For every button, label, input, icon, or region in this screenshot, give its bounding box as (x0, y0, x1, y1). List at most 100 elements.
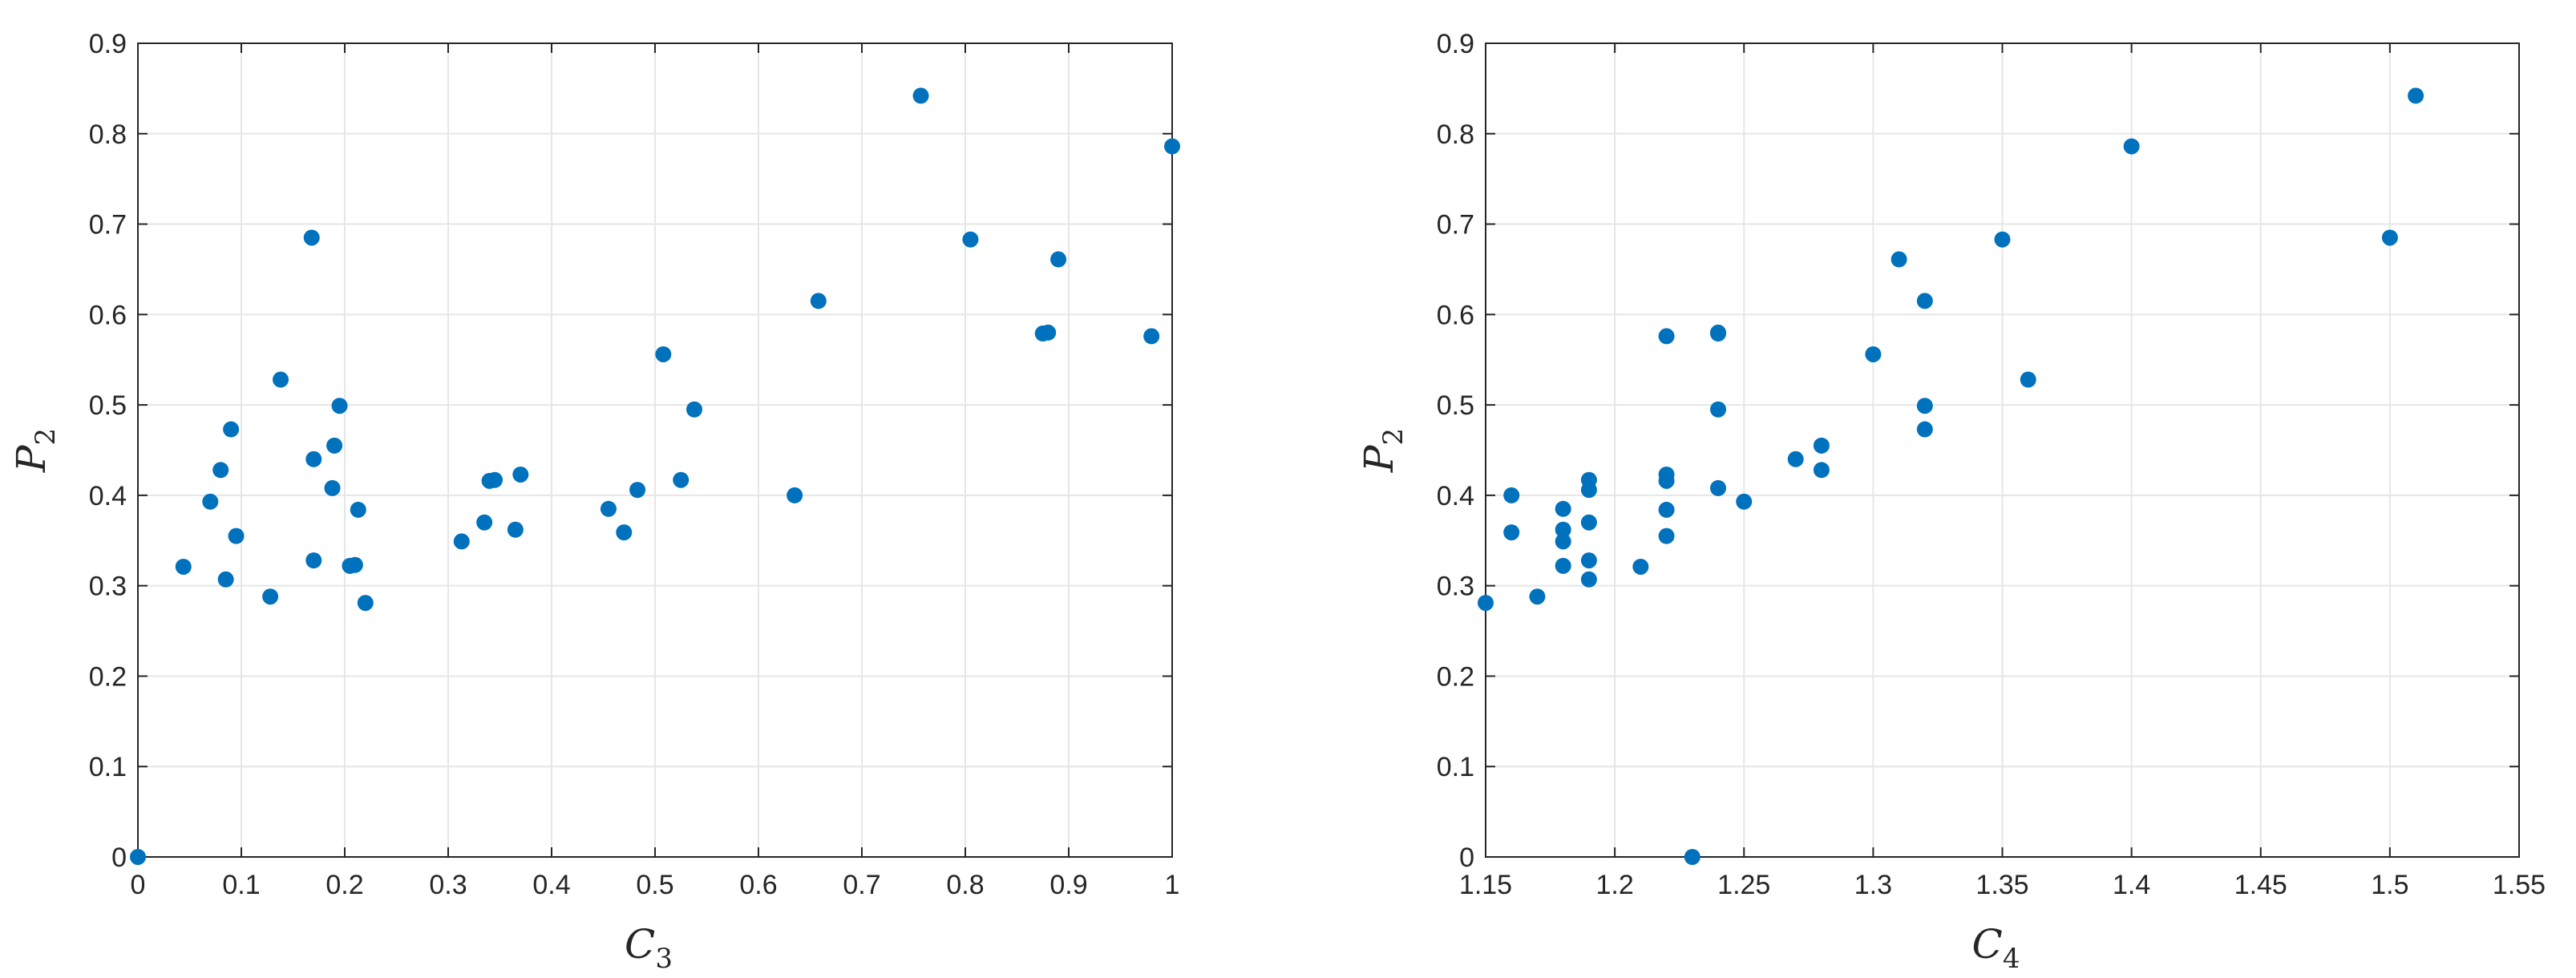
y-tick-label: 0.7 (89, 210, 127, 240)
y-tick-label: 0.3 (89, 572, 127, 602)
data-point (1580, 552, 1597, 569)
x-tick-label: 0.5 (636, 870, 673, 900)
data-point (655, 346, 672, 362)
data-point (616, 524, 633, 541)
x-tick-label: 0.8 (946, 870, 984, 900)
x-tick-label: 1.45 (2234, 870, 2287, 900)
x-tick-label: 0.1 (222, 870, 260, 900)
data-point (305, 552, 322, 569)
y-tick-label: 0.6 (89, 300, 127, 330)
x-tick-label: 1.15 (1459, 870, 1512, 900)
data-point (1580, 514, 1597, 531)
x-axis-label: C3 (625, 921, 673, 975)
data-point (1813, 437, 1830, 454)
data-point (1040, 324, 1057, 341)
data-point (1658, 527, 1675, 544)
data-point (686, 401, 703, 418)
x-tick-label: 0.3 (429, 870, 467, 900)
data-point (130, 849, 146, 865)
data-point (1710, 479, 1727, 496)
x-tick-label: 1.2 (1595, 870, 1633, 900)
data-point (962, 231, 979, 248)
data-point (273, 371, 289, 388)
data-point (1658, 328, 1675, 345)
y-tick-label: 0.4 (1437, 481, 1474, 511)
y-tick-label: 0.2 (89, 661, 127, 692)
data-point (350, 501, 366, 518)
data-point (1503, 524, 1520, 541)
y-tick-label: 0.4 (89, 481, 127, 511)
y-axis-label-subscript: 2 (30, 428, 62, 446)
x-tick-label: 0.4 (532, 870, 570, 900)
data-point (1736, 493, 1753, 510)
x-tick-label: 1.4 (2113, 870, 2150, 900)
data-point (476, 514, 493, 531)
data-point (223, 421, 240, 438)
data-point (303, 229, 320, 246)
y-tick-label: 0 (1459, 843, 1474, 873)
y-tick-label: 0.5 (1437, 390, 1474, 421)
x-tick-label: 1.3 (1854, 870, 1892, 900)
chart-2: 1.15 1.2 1.25 1.3 1.35 1.4 1.45 1.5 1.55 0 0.1 0.2 0… (1356, 29, 2546, 975)
y-tick-label: 0.1 (1437, 752, 1474, 782)
x-axis-label: C4 (1972, 921, 2020, 975)
y-tick-label: 0.7 (1437, 210, 1474, 240)
y-axis-label: P2 (1356, 428, 1409, 473)
data-point (512, 466, 529, 483)
y-tick-label: 0.1 (89, 752, 127, 782)
y-axis-label-subscript: 2 (1377, 428, 1409, 446)
data-point (324, 479, 341, 496)
x-axis-label-subscript: 3 (655, 943, 673, 975)
data-point (1580, 571, 1597, 588)
data-point (202, 493, 219, 510)
data-point (1555, 557, 1571, 574)
data-point (1916, 293, 1933, 309)
data-point (2381, 229, 2398, 246)
data-point (228, 527, 245, 544)
data-point (1658, 472, 1675, 489)
data-point (1710, 325, 1727, 342)
y-tick-label: 0.3 (1437, 572, 1474, 602)
data-point (326, 437, 343, 454)
data-point (1143, 328, 1160, 345)
data-point (629, 482, 646, 499)
x-tick-label: 1.35 (1975, 870, 2028, 900)
data-point (1580, 482, 1597, 499)
y-tick-label: 0.8 (89, 119, 127, 150)
chart-1: 0 0.1 0.2 0.3 0.4 0.5 0.6 0.7 0.8 0.9 1 0 0.1 0.2 0.3 0… (8, 29, 1180, 975)
y-tick-label: 0.2 (1437, 661, 1474, 692)
x-tick-label: 1.5 (2371, 870, 2408, 900)
data-point (1658, 501, 1675, 518)
data-point (1813, 462, 1830, 479)
data-point (1710, 401, 1727, 418)
data-point (487, 471, 503, 488)
data-point (175, 558, 192, 575)
data-point (2408, 87, 2424, 104)
data-point (1891, 251, 1907, 268)
data-point (673, 471, 689, 488)
y-tick-label: 0.9 (1437, 29, 1474, 59)
data-point (217, 571, 234, 588)
data-points (130, 87, 1180, 865)
y-tick-label: 0.9 (89, 29, 127, 59)
data-point (1865, 346, 1882, 362)
data-point (1050, 251, 1067, 268)
x-tick-label: 0.7 (843, 870, 880, 900)
x-tick-label: 1.25 (1717, 870, 1770, 900)
x-tick-label: 0.9 (1049, 870, 1087, 900)
data-point (453, 533, 470, 550)
data-point (1478, 595, 1494, 612)
data-point (2123, 138, 2140, 155)
data-point (1555, 533, 1571, 550)
data-point (1994, 231, 2011, 248)
data-point (212, 462, 229, 479)
data-point (600, 500, 617, 517)
data-point (1164, 138, 1180, 155)
x-tick-label: 0.2 (326, 870, 363, 900)
data-point (1503, 487, 1520, 503)
data-point (787, 487, 803, 503)
data-point (357, 595, 374, 612)
data-point (305, 451, 322, 467)
data-point (912, 87, 929, 104)
